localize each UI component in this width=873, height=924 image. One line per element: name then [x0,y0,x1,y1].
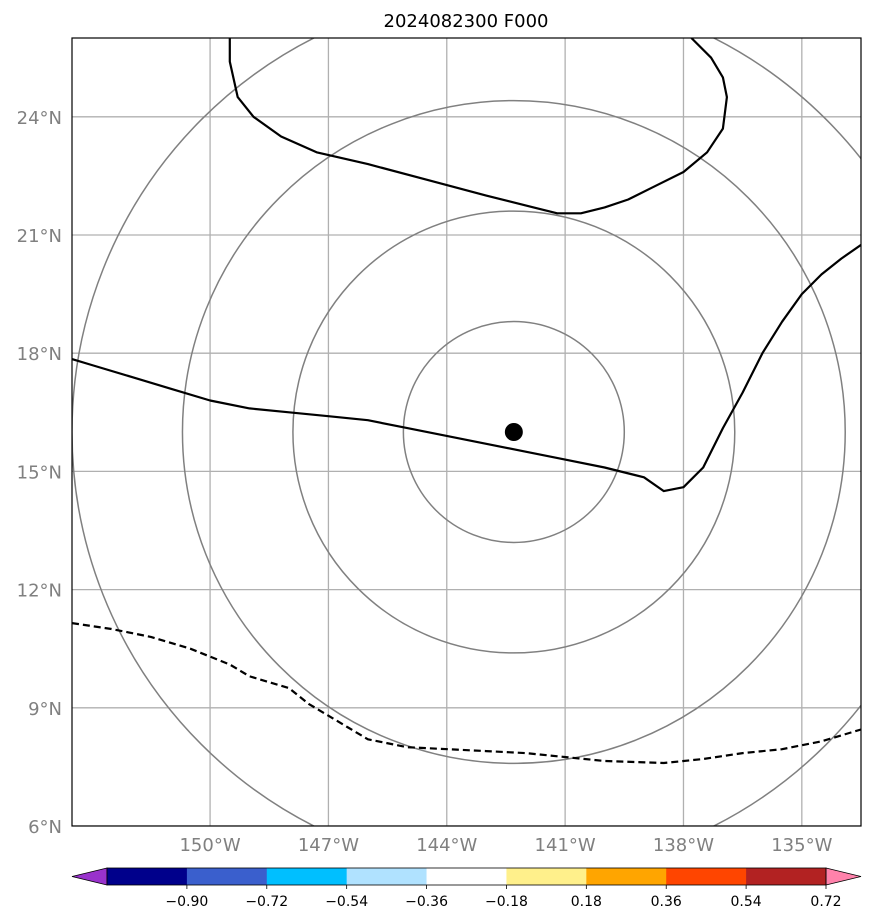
colorbar-tick-label: 0.54 [731,894,762,910]
x-tick-label: 141°W [535,835,596,856]
colorbar-segment [266,868,348,885]
contour-dashed [72,622,861,765]
colorbar-tick-label: −0.36 [405,894,448,910]
colorbar: −0.90 −0.72 −0.54 −0.36 −0.18 0.18 0.36 0.54 0.7… [71,867,862,910]
plot-frame [71,37,862,827]
y-tick-label: 6°N [28,817,62,838]
contour-solid [72,243,861,493]
x-tick-label: 144°W [416,835,477,856]
range-ring [402,320,626,544]
colorbar-extend-low [71,867,108,886]
range-ring [292,210,736,654]
colorbar-extend-high [825,867,862,886]
x-tick-label: 147°W [298,835,359,856]
gridlines [72,38,861,826]
range-rings [72,38,861,826]
y-tick-label: 18°N [17,344,62,365]
colorbar-tick-label: 0.36 [651,894,682,910]
colorbar-tick-label: 0.18 [571,894,602,910]
y-tick-label: 24°N [17,108,62,129]
y-tick-label: 12°N [17,581,62,602]
x-tick-label: 138°W [653,835,714,856]
range-ring [181,99,846,765]
colorbar-segment [746,868,827,885]
y-axis-ticks: 6°N 9°N 12°N 15°N 18°N 21°N 24°N [17,108,62,838]
chart-title: 2024082300 F000 [384,11,549,32]
contour-lines [72,38,861,765]
colorbar-segment [586,868,667,885]
colorbar-tick-label: −0.72 [245,894,288,910]
y-tick-label: 21°N [17,226,62,247]
colorbar-segment [107,868,188,885]
colorbar-segment [666,868,747,885]
y-tick-label: 15°N [17,462,62,483]
colorbar-segment [506,868,587,885]
colorbar-frame [106,867,827,886]
x-tick-label: 135°W [771,835,832,856]
center-marker [504,423,523,441]
colorbar-tick-label: −0.18 [485,894,528,910]
colorbar-segment [346,868,428,885]
x-tick-label: 150°W [179,835,240,856]
colorbar-tick-label: −0.90 [165,894,208,910]
storm-center [504,423,523,441]
x-axis-ticks: 150°W 147°W 144°W 141°W 138°W 135°W [179,835,832,856]
colorbar-tick-label: 0.72 [810,894,841,910]
colorbar-segment [426,868,507,885]
colorbar-segment [186,868,268,885]
contour-solid [228,38,729,215]
range-ring [72,38,861,826]
y-tick-label: 9°N [28,699,62,720]
colorbar-tick-label: −0.54 [325,894,368,910]
